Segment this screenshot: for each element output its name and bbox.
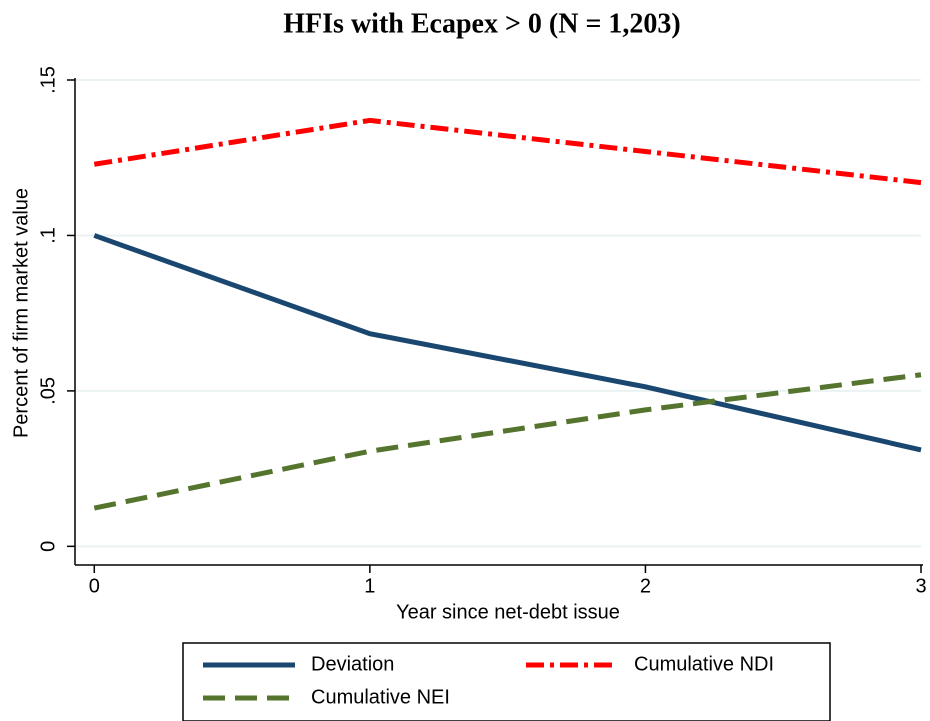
x-tick-label: 2 (640, 575, 651, 597)
y-tick-label: .05 (37, 377, 59, 405)
x-tick-label: 0 (89, 575, 100, 597)
series-line (93, 233, 922, 453)
chart-title: HFIs with Ecapex > 0 (N = 1,203) (283, 8, 680, 39)
x-tick-label: 3 (915, 575, 926, 597)
legend-label: Cumulative NDI (634, 653, 774, 675)
y-tick-label: .1 (37, 227, 59, 244)
legend-label: Deviation (311, 653, 394, 675)
legend-label: Cumulative NEI (311, 686, 450, 708)
y-axis-label: Percent of firm market value (10, 188, 32, 438)
series-line (93, 372, 922, 511)
x-axis-label: Year since net-debt issue (396, 601, 620, 623)
x-tick-label: 1 (364, 575, 375, 597)
y-tick-label: 0 (37, 541, 59, 552)
y-tick-label: .15 (37, 66, 59, 94)
legend-box (182, 642, 831, 721)
series-line (93, 117, 922, 186)
